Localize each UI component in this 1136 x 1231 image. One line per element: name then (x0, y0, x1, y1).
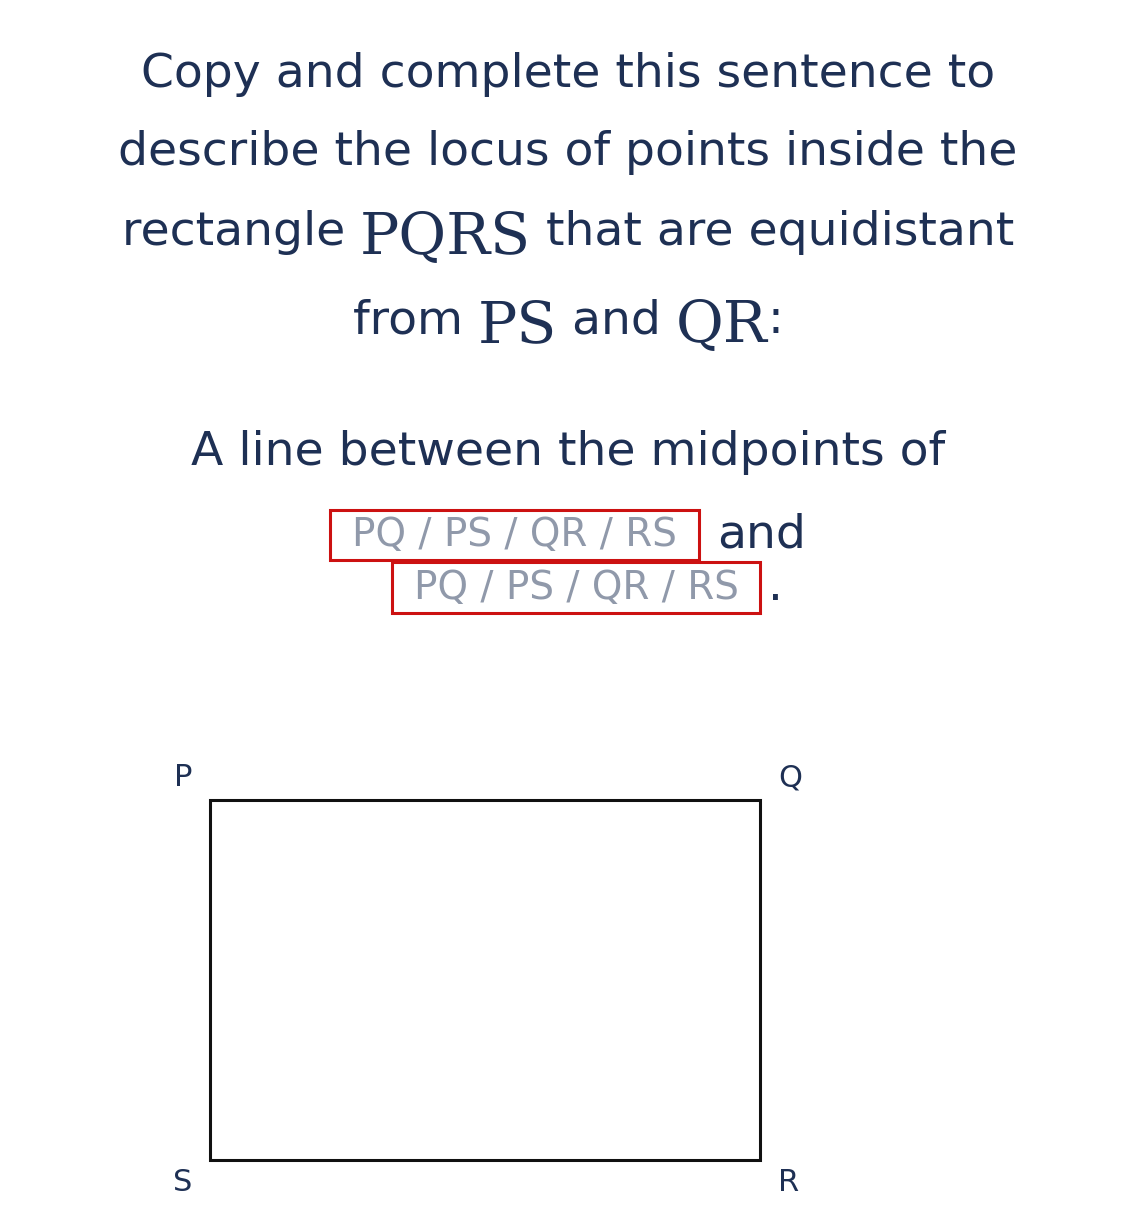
Bar (392, 563, 760, 613)
Text: P: P (174, 763, 192, 792)
Text: PS: PS (477, 298, 557, 355)
Text: from: from (352, 298, 477, 343)
Text: R: R (778, 1168, 800, 1197)
Bar (331, 510, 699, 560)
Text: PQRS: PQRS (360, 211, 531, 266)
Text: rectangle: rectangle (122, 211, 360, 255)
Bar (210, 800, 760, 1160)
Text: Q: Q (778, 763, 802, 792)
Text: .: . (768, 565, 784, 611)
Text: :: : (768, 298, 784, 343)
Text: and: and (717, 512, 805, 558)
Text: S: S (173, 1168, 192, 1197)
Text: A line between the midpoints of: A line between the midpoints of (191, 430, 945, 475)
Text: PQ / PS / QR / RS: PQ / PS / QR / RS (414, 569, 738, 607)
Text: PQ / PS / QR / RS: PQ / PS / QR / RS (352, 516, 677, 554)
Text: Copy and complete this sentence to: Copy and complete this sentence to (141, 52, 995, 97)
Text: that are equidistant: that are equidistant (531, 211, 1014, 255)
Text: and: and (557, 298, 676, 343)
Text: describe the locus of points inside the: describe the locus of points inside the (118, 130, 1018, 175)
Text: QR: QR (676, 298, 768, 355)
